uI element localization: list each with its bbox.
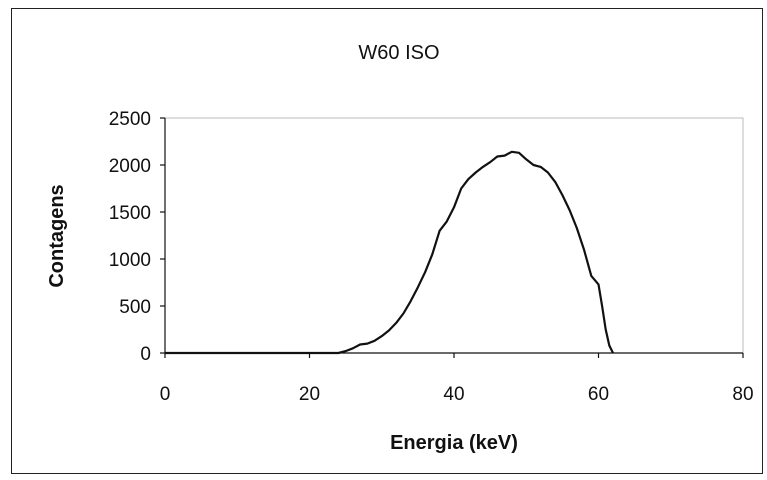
chart-frame	[11, 8, 763, 474]
chart-title: W60 ISO	[358, 42, 439, 64]
x-tick-label: 80	[732, 384, 753, 405]
y-tick-label: 0	[140, 344, 151, 365]
x-tick-label: 40	[443, 384, 464, 405]
y-axis-ticks: 0 500 1000 1500 2000 2500	[109, 109, 151, 365]
x-tick-label: 0	[160, 384, 171, 405]
plot-area	[164, 117, 744, 354]
x-tick-label: 20	[299, 384, 320, 405]
y-tick-label: 2000	[109, 156, 151, 177]
y-tick-label: 1500	[109, 203, 151, 224]
x-axis-label: Energia (keV)	[390, 432, 518, 454]
tick-marks	[160, 117, 744, 358]
y-tick-label: 1000	[109, 250, 151, 271]
x-tick-label: 60	[588, 384, 609, 405]
y-tick-label: 500	[119, 297, 151, 318]
y-tick-label: 2500	[109, 109, 151, 130]
y-axis-label: Contagens	[46, 184, 68, 287]
x-axis-ticks: 0 20 40 60 80	[160, 384, 754, 405]
series-line	[165, 150, 614, 355]
